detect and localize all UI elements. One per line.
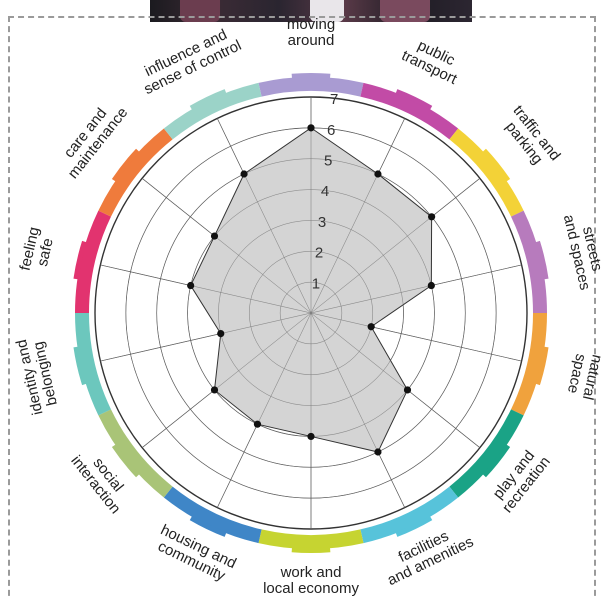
ring-tab-0 — [291, 73, 331, 79]
ring-tab-4 — [535, 346, 549, 386]
data-point — [210, 386, 219, 394]
ring-tab-7 — [291, 547, 331, 553]
spoke-overlay — [100, 264, 312, 314]
category-label-line: work and — [280, 564, 342, 581]
spoke-overlay — [310, 312, 405, 508]
ring-segment-3 — [511, 210, 547, 313]
r-tick-label: 6 — [327, 122, 335, 139]
data-point — [210, 232, 219, 240]
data-point — [428, 213, 436, 221]
spoke-overlay — [141, 178, 312, 314]
data-point — [427, 281, 435, 290]
ring-tab-12 — [111, 148, 140, 182]
grid-circle-overlay — [218, 220, 404, 406]
spoke-overlay — [310, 178, 481, 314]
r-tick-label: 4 — [321, 183, 329, 200]
data-point — [307, 432, 315, 441]
category-label-line: safe — [34, 237, 57, 268]
data-point — [307, 124, 315, 132]
data-point — [374, 170, 382, 178]
ring-tab-3 — [535, 240, 549, 280]
grid-circle-overlay — [156, 158, 466, 468]
category-label-line: around — [288, 32, 335, 49]
ring-tab-2 — [482, 148, 511, 182]
spoke-overlay — [310, 312, 522, 362]
category-label-line: moving — [287, 16, 335, 33]
r-tick-label: 5 — [324, 152, 332, 169]
ring-tab-8 — [189, 515, 227, 537]
radial-ticks: 1 2 3 4 5 6 7 — [312, 91, 339, 292]
spoke-overlay — [100, 312, 312, 362]
ring-tab-13 — [189, 89, 227, 111]
data-point — [240, 170, 248, 178]
category-ring — [73, 73, 549, 553]
ring-segment-6 — [360, 486, 459, 544]
ring-segment-11 — [75, 210, 111, 313]
grid-circle-overlay — [249, 251, 373, 375]
ring-segment-8 — [163, 486, 262, 544]
r-tick-label: 3 — [318, 214, 326, 231]
ring-tab-11 — [73, 240, 87, 280]
spoke-overlay — [217, 312, 312, 508]
spoke-overlay — [310, 118, 405, 314]
ring-segment-0 — [258, 77, 364, 97]
data-point — [253, 420, 262, 428]
category-label-line: local economy — [263, 580, 359, 597]
ring-segment-1 — [360, 82, 459, 140]
dashed-border — [8, 16, 596, 599]
r-tick-label: 1 — [312, 275, 320, 292]
data-point — [187, 281, 195, 290]
ring-tab-6 — [395, 515, 433, 537]
spoke-overlay — [217, 118, 312, 314]
ring-segment-10 — [75, 313, 111, 416]
r-tick-label: 7 — [330, 91, 338, 108]
spoke-overlay — [310, 312, 481, 448]
r-tick-label: 2 — [315, 245, 323, 262]
data-point — [403, 386, 412, 394]
ring-segment-9 — [98, 409, 173, 498]
ring-segment-7 — [258, 529, 364, 549]
grid-circle-overlay — [279, 281, 343, 345]
ring-tab-5 — [482, 444, 511, 478]
data-area — [100, 97, 522, 529]
data-point — [374, 448, 382, 456]
ring-segment-4 — [511, 313, 547, 416]
ring-tab-9 — [111, 444, 140, 478]
ring-tab-10 — [73, 346, 87, 386]
ring-segment-12 — [98, 128, 173, 217]
ring-tab-1 — [395, 89, 433, 111]
data-point — [217, 329, 225, 338]
spoke-overlay — [310, 264, 522, 314]
data-point — [367, 323, 375, 331]
ring-segment-13 — [163, 82, 262, 140]
ring-segment-2 — [449, 128, 524, 217]
spoke-overlay — [141, 312, 312, 448]
ring-segment-5 — [449, 409, 524, 498]
